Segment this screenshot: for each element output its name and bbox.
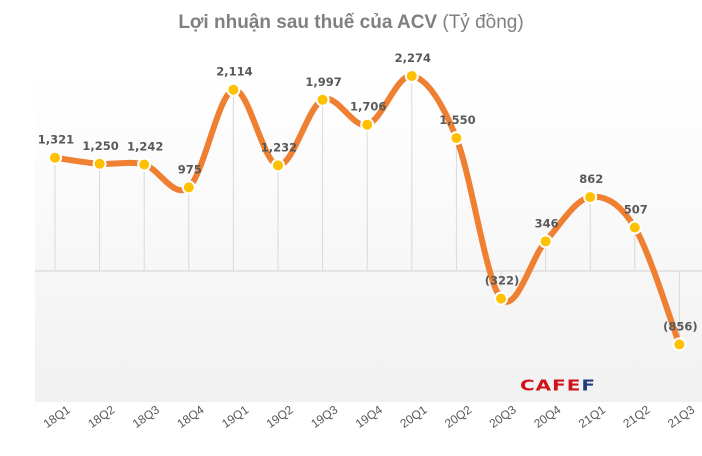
- svg-text:19Q2: 19Q2: [264, 402, 296, 430]
- svg-text:20Q3: 20Q3: [487, 402, 519, 430]
- x-axis-tick-labels: 18Q1 18Q2 18Q3 18Q4 19Q1 19Q2 19Q3 19Q4 20Q1 20Q2…: [41, 402, 698, 430]
- svg-text:21Q2: 21Q2: [620, 402, 652, 430]
- chart-title-unit: (Tỷ đồng): [437, 12, 524, 33]
- svg-text:1,321: 1,321: [38, 133, 74, 147]
- svg-text:862: 862: [579, 172, 603, 186]
- svg-text:1,242: 1,242: [127, 139, 163, 153]
- svg-text:(322): (322): [485, 274, 520, 288]
- svg-text:1,997: 1,997: [305, 75, 341, 89]
- svg-text:20Q2: 20Q2: [442, 402, 474, 430]
- svg-text:1,706: 1,706: [350, 100, 386, 114]
- svg-text:21Q1: 21Q1: [576, 402, 608, 430]
- cafef-logo: CAFEF: [520, 378, 596, 395]
- svg-text:19Q3: 19Q3: [308, 402, 340, 430]
- svg-text:CAFEF: CAFEF: [520, 378, 596, 395]
- svg-text:19Q1: 19Q1: [219, 402, 251, 430]
- svg-text:1,550: 1,550: [439, 113, 475, 127]
- svg-text:20Q4: 20Q4: [531, 402, 563, 430]
- svg-text:18Q1: 18Q1: [41, 402, 73, 430]
- chart-title-main: Lợi nhuận sau thuế của ACV: [178, 12, 438, 33]
- data-markers: [48, 69, 687, 352]
- svg-text:(856): (856): [663, 319, 698, 333]
- svg-text:975: 975: [178, 162, 202, 176]
- profit-series-line: [52, 73, 683, 348]
- svg-text:346: 346: [535, 216, 559, 230]
- svg-text:18Q3: 18Q3: [130, 402, 162, 430]
- svg-text:20Q1: 20Q1: [397, 402, 429, 430]
- svg-text:1,232: 1,232: [261, 140, 297, 154]
- svg-text:2,274: 2,274: [395, 51, 431, 65]
- svg-text:1,250: 1,250: [82, 139, 118, 153]
- data-labels: 1,321 1,250 1,242 975 2,114 1,232 1,997 1,706 2,…: [38, 51, 698, 333]
- svg-text:18Q2: 18Q2: [85, 402, 117, 430]
- svg-text:507: 507: [624, 203, 648, 217]
- chart-title: Lợi nhuận sau thuế của ACV (Tỷ đồng): [0, 12, 702, 34]
- svg-text:19Q4: 19Q4: [353, 402, 385, 430]
- svg-text:2,114: 2,114: [216, 65, 252, 79]
- svg-text:21Q3: 21Q3: [665, 402, 697, 430]
- svg-text:18Q4: 18Q4: [174, 402, 206, 430]
